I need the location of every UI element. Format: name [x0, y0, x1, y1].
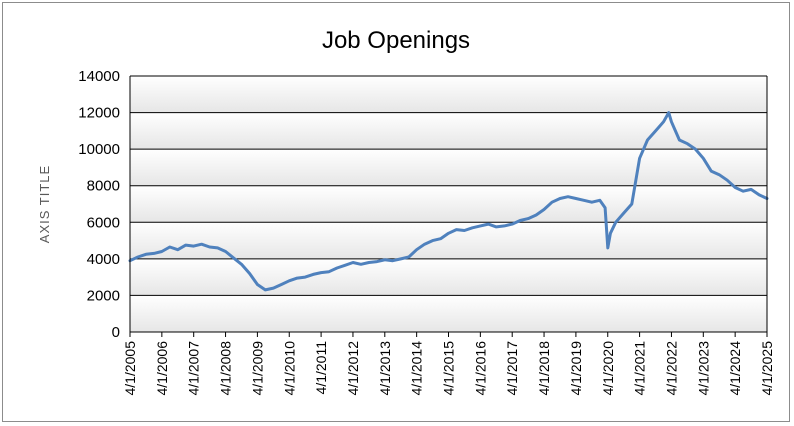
x-tick-label: 4/1/2022: [663, 341, 679, 396]
y-tick-label: 14000: [78, 68, 120, 85]
x-tick-label: 4/1/2006: [154, 341, 170, 396]
y-tick-labels: 0 2000 4000 6000 8000 10000 12000 14000: [78, 68, 120, 341]
y-tick-label: 0: [112, 324, 120, 341]
x-tick-label: 4/1/2023: [695, 341, 711, 396]
x-tick-label: 4/1/2018: [536, 341, 552, 396]
x-tick-label: 4/1/2014: [409, 341, 425, 396]
plot-band: [130, 185, 767, 223]
x-tick-label: 4/1/2015: [441, 341, 457, 396]
axes: [129, 76, 768, 337]
line-chart: 0 2000 4000 6000 8000 10000 12000 14000 4/1/200…: [37, 27, 775, 396]
x-tick-label: 4/1/2011: [313, 341, 329, 395]
x-tick-label: 4/1/2012: [345, 341, 361, 396]
y-tick-label: 4000: [87, 251, 120, 268]
plot-background: [130, 76, 767, 332]
plot-band: [130, 149, 767, 186]
x-tick-label: 4/1/2019: [568, 341, 584, 396]
y-tick-label: 8000: [87, 178, 120, 195]
plot-band: [130, 222, 767, 259]
plot-band: [130, 112, 767, 150]
y-tick-label: 10000: [78, 141, 120, 158]
plot-band: [130, 295, 767, 332]
gridlines: [130, 75, 767, 333]
x-tick-label: 4/1/2010: [281, 341, 297, 396]
x-tick-label: 4/1/2020: [600, 341, 616, 396]
x-tick-labels: 4/1/2005 4/1/2006 4/1/2007 4/1/2008 4/1/2009…: [122, 341, 775, 396]
series-line: [128, 111, 769, 292]
y-axis-label: AXIS TITLE: [37, 165, 52, 243]
x-tick-label: 4/1/2025: [759, 341, 775, 396]
x-tick-label: 4/1/2024: [727, 341, 743, 396]
y-tick-label: 6000: [87, 214, 120, 231]
x-tick-label: 4/1/2017: [504, 341, 520, 396]
x-tick-label: 4/1/2005: [122, 341, 138, 396]
x-tick-label: 4/1/2013: [377, 341, 393, 396]
y-tick-label: 2000: [87, 287, 120, 304]
x-tick-label: 4/1/2016: [472, 341, 488, 396]
x-tick-label: 4/1/2008: [218, 341, 234, 396]
y-tick-label: 12000: [78, 105, 120, 122]
plot-band: [130, 258, 767, 296]
chart-frame: 0 2000 4000 6000 8000 10000 12000 14000 4/1/200…: [2, 2, 790, 422]
plot-band: [130, 76, 767, 113]
x-tick-label: 4/1/2009: [249, 341, 265, 396]
chart-title: Job Openings: [322, 27, 470, 54]
x-tick-label: 4/1/2021: [632, 341, 648, 396]
x-tick-label: 4/1/2007: [186, 341, 202, 396]
series-layer: [128, 111, 769, 292]
